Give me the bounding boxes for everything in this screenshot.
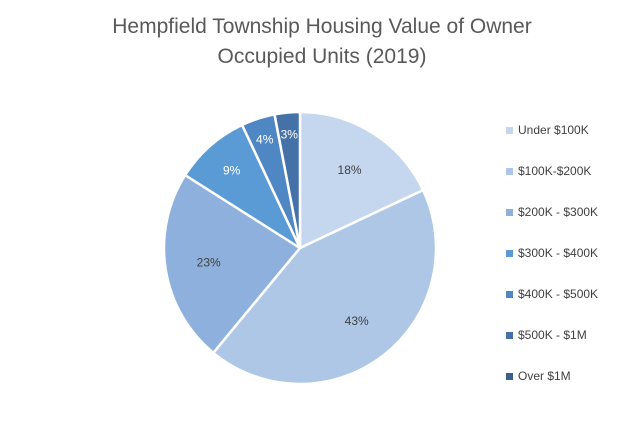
legend-label: $300K - $400K [518, 246, 599, 260]
legend-item-100k-200k: $100K-$200K [506, 164, 636, 205]
legend-label: $500K - $1M [518, 328, 587, 342]
data-label-500k-1m: 3% [281, 127, 299, 141]
legend-item-200k-300k: $200K - $300K [506, 205, 636, 246]
legend-label: $200K - $300K [518, 205, 599, 219]
data-label-100k-200k: 43% [345, 314, 369, 328]
legend-label: $400K - $500K [518, 287, 599, 301]
legend-item-under-100k: Under $100K [506, 123, 636, 164]
pie-slice-500k-1m [273, 110, 302, 250]
pie-slice-100k-200k [212, 188, 438, 386]
legend-swatch [506, 209, 513, 216]
legend-swatch [506, 127, 513, 134]
chart-title: Hempfield Township Housing Value of Owne… [60, 12, 584, 72]
legend-label: $100K-$200K [518, 164, 592, 178]
legend: Under $100K $100K-$200K $200K - $300K $300K… [506, 123, 636, 410]
legend-item-over-1m: Over $1M [506, 369, 636, 410]
pie-slice-under-100k [298, 110, 425, 250]
legend-swatch [506, 373, 513, 380]
legend-item-300k-400k: $300K - $400K [506, 246, 636, 287]
chart-title-line-2: Occupied Units (2019) [217, 45, 427, 68]
data-label-300k-400k: 9% [223, 163, 241, 177]
legend-item-400k-500k: $400K - $500K [506, 287, 636, 328]
legend-swatch [506, 250, 513, 257]
chart-title-line-1: Hempfield Township Housing Value of Owne… [112, 15, 532, 38]
legend-label: Over $1M [518, 369, 571, 383]
legend-item-500k-1m: $500K - $1M [506, 328, 636, 369]
legend-swatch [506, 168, 513, 175]
data-label-400k-500k: 4% [256, 132, 274, 146]
legend-label: Under $100K [518, 123, 589, 137]
pie-slice-200k-300k [162, 173, 302, 355]
data-label-under-100k: 18% [338, 163, 362, 177]
legend-swatch [506, 332, 513, 339]
legend-swatch [506, 291, 513, 298]
data-label-200k-300k: 23% [197, 255, 221, 269]
